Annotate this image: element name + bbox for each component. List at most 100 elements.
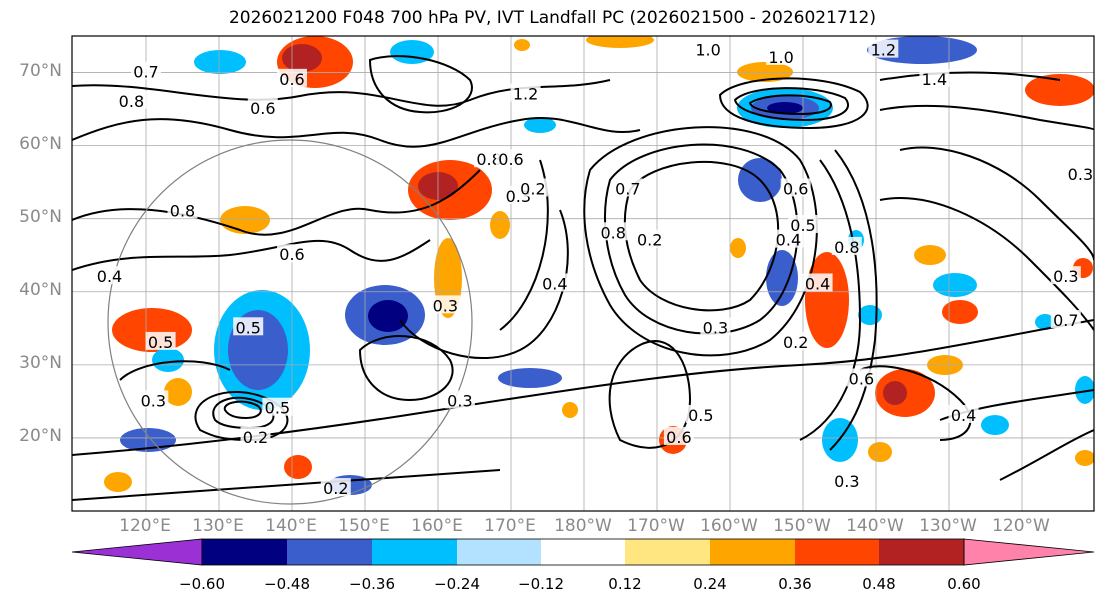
contour-label-bg xyxy=(948,405,979,423)
contour-label: 0.3 xyxy=(1068,165,1093,184)
contour-line xyxy=(718,77,869,130)
contour-label-bg xyxy=(320,478,351,497)
contour-label-bg xyxy=(116,90,147,109)
contour-line xyxy=(748,94,832,116)
contour-label-bg xyxy=(663,426,694,445)
colorbar-tick-label: −0.48 xyxy=(264,575,310,593)
contour-label-bg xyxy=(496,149,526,168)
contour-label: 0.8 xyxy=(476,150,501,169)
contour-label: 0.2 xyxy=(243,428,268,447)
contour-label: 0.3 xyxy=(141,391,166,410)
lon-tick-label: 170°W xyxy=(627,516,685,536)
contour-label-bg xyxy=(846,368,877,387)
contour-line xyxy=(879,104,1094,131)
contour-label-bg xyxy=(868,39,899,58)
contour-label: 0.4 xyxy=(805,274,830,293)
lon-tick-label: 120°W xyxy=(992,516,1050,536)
contour-label-bg xyxy=(167,200,198,219)
contour-label: 0.6 xyxy=(498,150,523,169)
contour-label-bg xyxy=(612,178,643,197)
contour-line xyxy=(829,149,878,451)
contour-label: 0.6 xyxy=(666,428,691,447)
contour-label-bg xyxy=(693,39,724,58)
contour-line xyxy=(879,197,1094,331)
contour-line xyxy=(368,55,473,114)
lat-tick-label: 30°N xyxy=(19,353,62,373)
contour-label-bg xyxy=(510,83,541,102)
contour-label-bg xyxy=(247,98,278,117)
contour-label: 0.7 xyxy=(1053,311,1078,330)
lon-tick-label: 120°E xyxy=(119,516,171,536)
range-circle xyxy=(107,139,473,505)
lon-tick-label: 130°E xyxy=(192,516,244,536)
contour-label: 0.8 xyxy=(834,238,859,257)
colorbar-tick-label: 0.48 xyxy=(862,575,896,593)
contour-line xyxy=(604,143,799,335)
contour-label: 0.6 xyxy=(783,179,808,198)
contour-line xyxy=(999,429,1094,481)
contour-line xyxy=(223,400,262,420)
contour-label-bg xyxy=(773,229,804,248)
contour-label: 0.4 xyxy=(951,406,976,425)
contour-label: 0.8 xyxy=(119,92,144,111)
lon-tick-label: 140°W xyxy=(846,516,904,536)
contour-label-bg xyxy=(1050,310,1081,328)
contour-label: 0.7 xyxy=(615,179,640,198)
contour-label: 0.6 xyxy=(250,99,275,118)
colorbar-tick-label: −0.24 xyxy=(434,575,480,593)
contour-line xyxy=(859,365,972,441)
contour-line xyxy=(623,160,780,312)
contour-label-bg xyxy=(780,331,811,350)
contour-label: 0.6 xyxy=(849,369,874,388)
lat-tick-label: 60°N xyxy=(19,134,62,154)
contour-label: 0.3 xyxy=(1053,267,1078,286)
lon-tick-label: 160°W xyxy=(700,516,758,536)
contour-line xyxy=(358,335,454,402)
contour-label-bg xyxy=(831,236,862,255)
contour-label: 1.4 xyxy=(922,70,947,89)
contour-line xyxy=(72,469,501,501)
contour-label: 0.6 xyxy=(279,245,304,264)
contour-label: 0.4 xyxy=(776,231,801,250)
contour-label-bg xyxy=(145,331,176,350)
contour-label-bg xyxy=(262,397,293,416)
lon-tick-label: 150°W xyxy=(773,516,831,536)
contour-label: 0.2 xyxy=(323,479,348,498)
contour-label: 0.5 xyxy=(235,318,260,337)
contour-label-bg xyxy=(700,317,731,336)
contour-label: 0.5 xyxy=(790,216,815,235)
lat-tick-label: 70°N xyxy=(19,61,62,81)
lat-tick-label: 50°N xyxy=(19,207,62,227)
contour-label-bg xyxy=(788,215,818,233)
contour-label: 0.3 xyxy=(447,391,472,410)
contour-label-bg xyxy=(1065,163,1094,182)
contour-label: 0.4 xyxy=(97,267,122,286)
contour-label-layer: 1.01.01.21.40.60.50.60.70.80.60.61.20.80… xyxy=(94,39,1094,498)
contour-label: 0.8 xyxy=(170,201,195,220)
lat-tick-label: 40°N xyxy=(19,280,62,300)
lon-tick-label: 180°W xyxy=(554,516,612,536)
colorbar-tick-label: −0.36 xyxy=(349,575,395,593)
contour-label-bg xyxy=(780,178,811,197)
colorbar-tick-label: −0.12 xyxy=(518,575,564,593)
contour-label-bg xyxy=(277,244,307,263)
contour-label-bg xyxy=(685,405,716,423)
contour-label-bg xyxy=(634,229,665,248)
colorbar-tick-label: 0.12 xyxy=(608,575,642,593)
lon-tick-label: 140°E xyxy=(265,516,317,536)
contour-label-bg xyxy=(831,470,862,489)
contour-label: 0.4 xyxy=(542,274,567,293)
contour-label: 0.3 xyxy=(433,296,458,315)
contour-line xyxy=(399,209,569,359)
contour-label-bg xyxy=(1050,266,1081,285)
contour-label-bg xyxy=(539,273,570,292)
contour-label: 1.0 xyxy=(695,41,720,60)
colorbar-tick-label: 0.60 xyxy=(947,575,981,593)
contour-label: 0.2 xyxy=(783,333,808,352)
lon-tick-label: 160°E xyxy=(411,516,463,536)
contour-label-bg xyxy=(766,46,797,65)
contour-line xyxy=(583,126,818,357)
contour-line xyxy=(119,360,231,381)
contour-label-bg xyxy=(919,68,950,87)
